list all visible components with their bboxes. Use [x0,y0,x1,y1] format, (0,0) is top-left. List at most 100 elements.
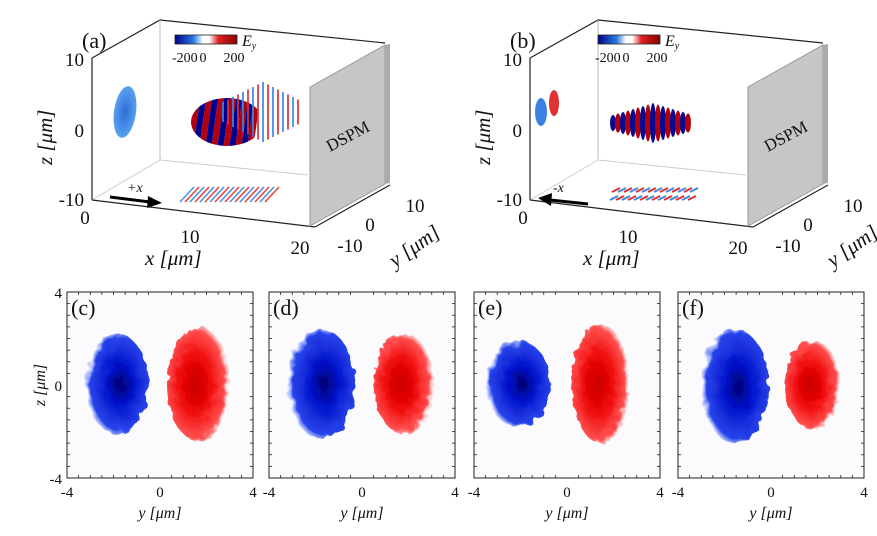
colorbar-tick: 0 [623,51,630,66]
panel-label: (c) [71,295,95,320]
xy-projection-stripe [229,186,245,203]
colorbar-tick: 0 [200,51,207,66]
y-axis-label: z [μm] [32,364,49,407]
arrow-head [538,193,552,206]
xz-projection-stripe [252,87,254,137]
colorbar [597,34,661,45]
negative-lobe [287,329,356,439]
y-axis-line [314,184,391,228]
xy-projection-stripe [209,186,225,203]
colorbar-label-sub: y [674,41,680,52]
z-tick: 10 [503,50,522,71]
y-tick: 0 [365,215,375,236]
y-tick: 10 [844,196,863,217]
field-slice [665,107,671,139]
x-tick-label: 4 [451,485,459,501]
xy-projection-stripe [659,187,669,193]
stripe [228,98,243,146]
z-tick: 10 [65,50,84,71]
positive-lobe [571,324,630,444]
xy-projection-stripe [671,187,681,193]
y-tick-label: 0 [55,379,63,395]
x-tick-label: 0 [358,485,366,501]
xy-projection-stripe [224,186,240,203]
field-slice [620,112,626,134]
xz-projection-stripe [227,99,229,125]
xy-projection-stripe [629,187,639,193]
xz-projection-stripe [272,87,274,137]
xy-projection-stripe [179,186,195,203]
stripe [174,95,188,155]
xy-projection-stripe [219,186,235,203]
xy-projection-stripe [677,187,687,193]
panel-d: (d) -4 0 4 y [μm] [263,291,459,522]
xy-projection-stripe [234,186,250,203]
x-axis-line [529,199,754,228]
y-axis-line [752,184,829,228]
xy-projection-stripe [189,186,205,203]
field-slice [635,107,641,139]
y-tick-label: 4 [55,286,63,302]
y-tick: 10 [406,196,425,217]
positive-lobe [784,340,841,430]
positive-lobe [373,333,435,434]
panel-e: (e) -4 0 4 y [μm] [468,291,664,522]
xy-projection-stripe [647,187,657,193]
y-tick-label: -4 [50,472,63,488]
x-tick-label: 4 [860,485,868,501]
left-floor-edge [529,159,599,201]
field-slice [655,104,661,142]
z-tick: 0 [513,121,523,142]
back-floor-edge [159,159,309,176]
stripe [204,98,219,146]
colorbar-label: Ey [664,33,680,52]
xy-projection-stripe [639,195,649,201]
arrow-head [147,196,162,208]
x-axis-label: y [μm] [136,505,181,522]
field-slice [640,106,646,140]
stripe [191,98,201,146]
xz-projection-stripe [232,97,234,127]
dspm-plate-edge [385,44,390,184]
xy-projection-stripe [609,195,619,201]
xy-projection-stripe [204,186,220,203]
panel-label: (e) [478,295,502,320]
xy-projection-stripe [194,186,210,203]
x-tick-label: 0 [156,485,164,501]
xz-projection-stripe [237,94,239,130]
x-tick-label: 0 [767,485,775,501]
xy-projection-stripe [663,195,673,201]
x-tick-label: 4 [249,485,257,501]
xy-projection-stripe [689,187,699,193]
xy-projection-stripe [669,195,679,201]
xy-projection-stripe [199,186,215,203]
xy-projection-stripe [249,186,265,203]
xz-projection-stripe [277,89,279,135]
field-slice [685,113,691,133]
colorbar [174,34,238,45]
xy-projection-stripe [665,187,675,193]
negative-lobe [701,329,769,444]
field-slice [675,110,681,136]
y-tick: 0 [803,215,813,236]
colorbar-label: Ey [241,33,257,52]
xy-projection-stripe [214,186,230,203]
xy-projection-stripe [184,186,200,203]
x-axis-label: y [μm] [338,505,383,522]
xz-projection-stripe [257,84,259,140]
stripe [210,98,225,146]
xz-projection-stripe [222,102,224,122]
xy-projection-stripe [621,195,631,201]
x-axis-line [91,199,316,228]
direction-label: -x [553,181,565,196]
stripe [168,95,182,155]
panel-label: (b) [510,28,536,53]
xy-projection-stripe [264,186,280,203]
field-slice [615,113,621,133]
field-slice [625,110,631,136]
xy-projection-stripe [259,186,275,203]
colorbar-tick: -200 [595,51,621,66]
x-tick-label: -4 [61,485,74,501]
xz-projection-stripe [282,92,284,132]
